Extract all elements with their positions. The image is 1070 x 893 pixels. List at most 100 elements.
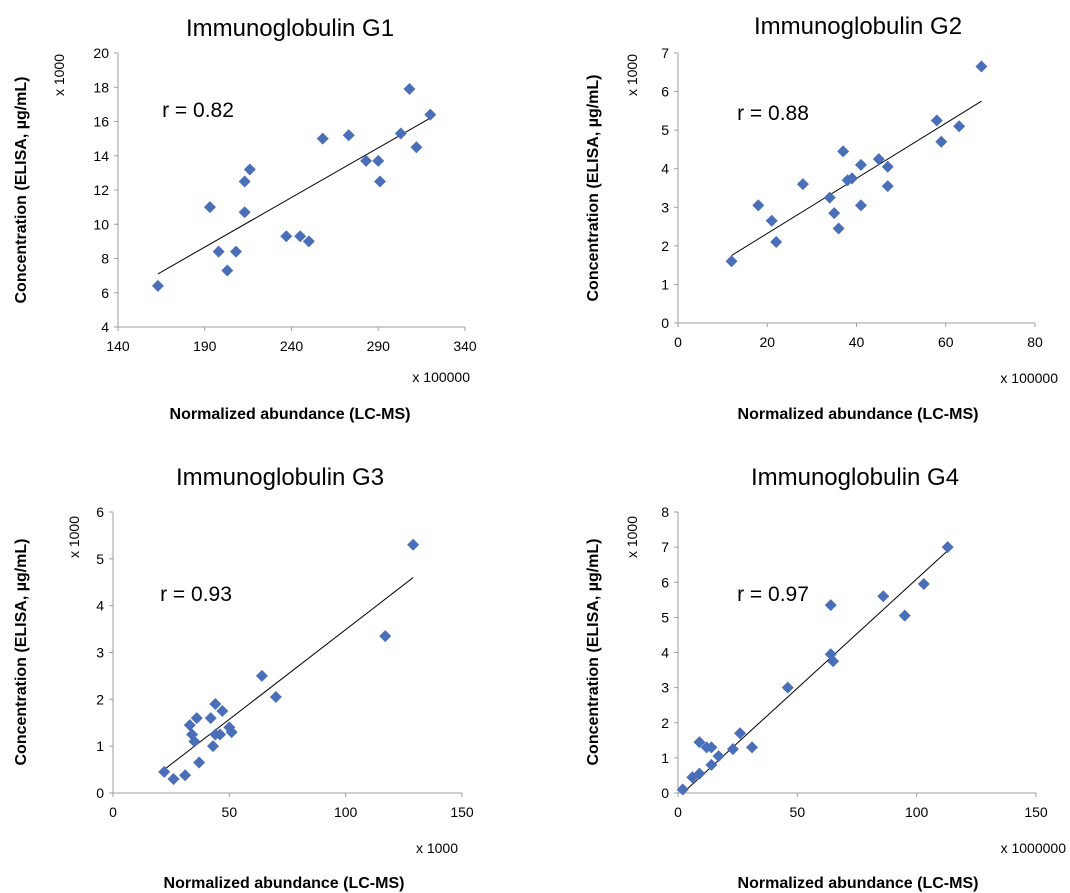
data-point (725, 255, 738, 268)
y-tick-label: 10 (93, 216, 109, 232)
data-point (854, 158, 867, 171)
y-tick-label: 4 (661, 161, 669, 177)
y-axis-label: Concentration (ELISA, µg/mL) (585, 75, 602, 302)
data-point (216, 705, 229, 718)
chart-title: Immunoglobulin G4 (751, 464, 959, 491)
data-point (712, 750, 725, 763)
data-point (693, 767, 706, 780)
y-tick-label: 12 (93, 182, 109, 198)
data-point (225, 726, 238, 739)
y-tick-label: 8 (661, 504, 669, 520)
y-tick-label: 0 (96, 785, 104, 801)
x-tick-label: 0 (109, 804, 117, 820)
x-multiplier-label: x 1000000 (1001, 840, 1067, 856)
data-point (193, 756, 206, 769)
data-point (360, 154, 373, 167)
y-tick-label: 6 (96, 504, 104, 520)
data-point (705, 758, 718, 771)
x-axis-label: Normalized abundance (LC-MS) (164, 875, 405, 892)
y-tick-label: 1 (661, 750, 669, 766)
x-tick-label: 40 (849, 334, 865, 350)
data-point (158, 765, 171, 778)
data-point (403, 82, 416, 95)
x-tick-label: 0 (674, 804, 682, 820)
data-point (796, 178, 809, 191)
panel-g4: Immunoglobulin G4 0 1 2 3 4 5 6 7 8 0 50 100 150 x 100… (585, 464, 1066, 892)
data-point (917, 578, 930, 591)
y-tick-label: 3 (661, 199, 669, 215)
y-tick-label: 4 (661, 645, 669, 661)
x-tick-label: 140 (106, 338, 130, 354)
y-tick-label: 2 (661, 238, 669, 254)
data-point (823, 191, 836, 204)
y-tick-label: 2 (661, 715, 669, 731)
data-point (726, 743, 739, 756)
data-point (203, 201, 216, 214)
x-tick-label: 50 (222, 804, 238, 820)
y-tick-label: 4 (96, 598, 104, 614)
data-point (204, 712, 217, 725)
data-point (342, 129, 355, 142)
data-point (167, 772, 180, 785)
data-point (898, 609, 911, 622)
data-point (752, 199, 765, 212)
y-multiplier-label: x 1000 (51, 54, 67, 96)
y-multiplier-label: x 1000 (66, 516, 82, 558)
x-tick-label: 50 (790, 804, 806, 820)
data-point (877, 590, 890, 603)
data-point (935, 135, 948, 148)
data-point (745, 741, 758, 754)
y-tick-label: 2 (96, 691, 104, 707)
correlation-label: r = 0.93 (160, 583, 232, 606)
y-tick-label: 5 (661, 609, 669, 625)
data-point (953, 120, 966, 133)
y-tick-label: 6 (661, 574, 669, 590)
data-point (930, 114, 943, 127)
chart-title: Immunoglobulin G1 (186, 15, 394, 42)
data-point (872, 153, 885, 166)
correlation-label: r = 0.82 (162, 99, 234, 122)
x-tick-label: 190 (193, 338, 217, 354)
data-point (734, 727, 747, 740)
data-point (190, 712, 203, 725)
data-point (255, 669, 268, 682)
x-tick-label: 290 (367, 338, 391, 354)
data-point (183, 719, 196, 732)
y-tick-label: 5 (96, 551, 104, 567)
y-tick-label: 3 (661, 680, 669, 696)
data-point (209, 698, 222, 711)
x-tick-label: 150 (450, 804, 474, 820)
y-tick-label: 1 (661, 276, 669, 292)
y-axis-label: Concentration (ELISA, µg/mL) (585, 539, 602, 766)
data-point (693, 736, 706, 749)
data-point (238, 206, 251, 219)
data-point (394, 127, 407, 140)
x-axis-label: Normalized abundance (LC-MS) (170, 406, 411, 423)
y-tick-label: 8 (101, 251, 109, 267)
data-point (705, 741, 718, 754)
y-tick-label: 7 (661, 539, 669, 555)
data-point (832, 222, 845, 235)
y-multiplier-label: x 1000 (624, 516, 640, 558)
panel-g1: Immunoglobulin G1 4 6 8 10 12 14 16 18 20 140 190 24… (13, 15, 477, 423)
y-axis-label: Concentration (ELISA, µg/mL) (13, 539, 30, 766)
data-point (676, 783, 689, 796)
x-tick-label: 100 (334, 804, 358, 820)
data-point (846, 172, 859, 185)
y-tick-label: 14 (93, 148, 109, 164)
x-tick-label: 0 (674, 334, 682, 350)
y-tick-label: 16 (93, 114, 109, 130)
x-tick-label: 80 (1027, 334, 1043, 350)
x-tick-label: 240 (280, 338, 304, 354)
correlation-label: r = 0.97 (737, 583, 809, 606)
x-axis-label: Normalized abundance (LC-MS) (738, 406, 979, 423)
data-point (212, 245, 225, 258)
data-point (854, 199, 867, 212)
data-point (410, 141, 423, 154)
x-multiplier-label: x 100000 (1000, 370, 1058, 386)
data-point (214, 728, 227, 741)
data-point (151, 279, 164, 292)
y-tick-label: 0 (661, 785, 669, 801)
trendline (682, 550, 949, 794)
